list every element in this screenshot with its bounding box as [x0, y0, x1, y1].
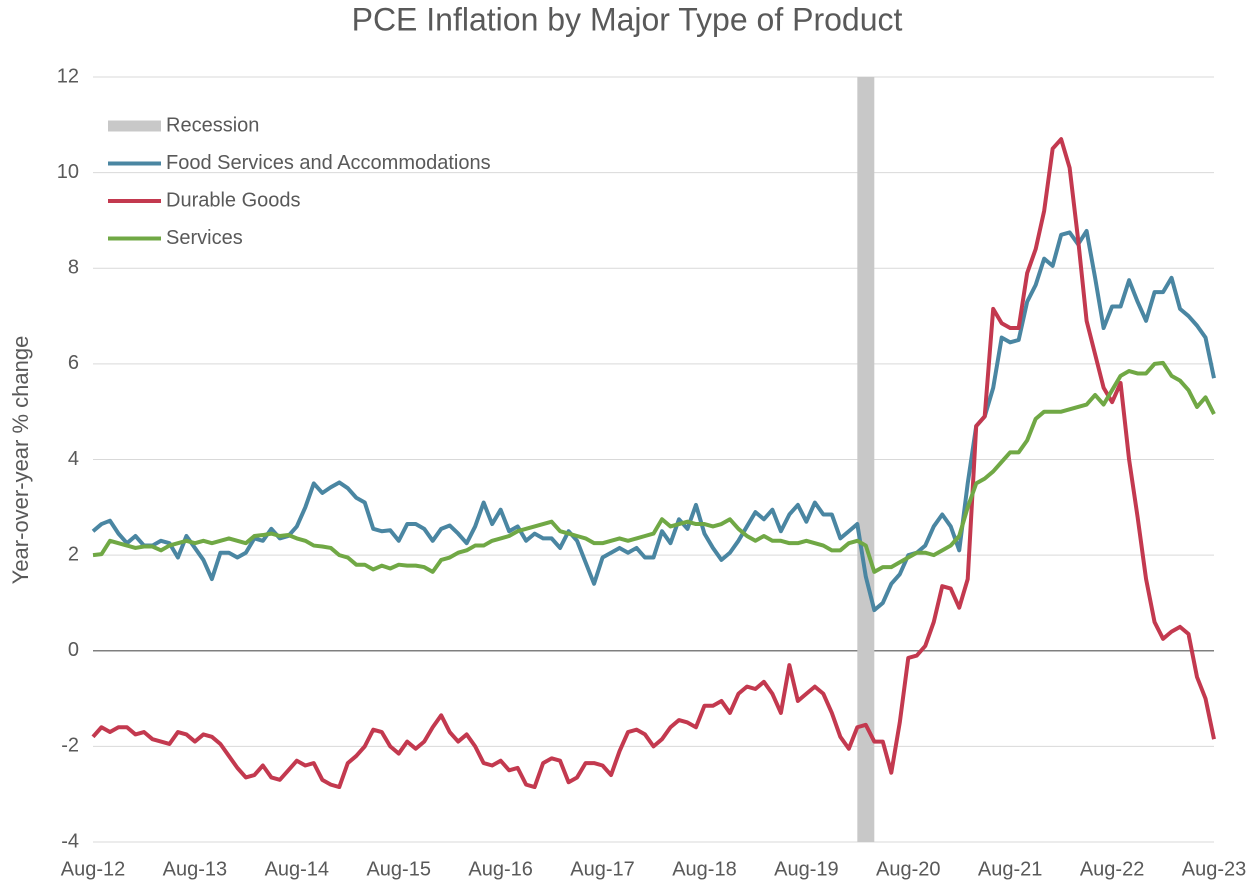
x-tick-label: Aug-19 — [774, 858, 839, 880]
series-line — [91, 228, 1216, 613]
y-tick-label: 6 — [68, 352, 79, 374]
x-tick-label: Aug-12 — [61, 858, 126, 880]
x-tick-label: Aug-18 — [672, 858, 737, 880]
x-tick-label: Aug-14 — [265, 858, 330, 880]
series-line — [91, 137, 1216, 790]
y-tick-label: 10 — [57, 161, 79, 183]
legend-label: Food Services and Accommodations — [166, 152, 491, 174]
y-tick-label: 12 — [57, 65, 79, 87]
legend-label: Durable Goods — [166, 189, 301, 211]
legend-label: Services — [166, 227, 243, 249]
x-tick-label: Aug-23 — [1182, 858, 1247, 880]
y-tick-label: -4 — [61, 830, 79, 852]
legend-label: Recession — [166, 114, 259, 136]
x-tick-label: Aug-17 — [570, 858, 635, 880]
recession-band — [857, 77, 875, 842]
x-tick-label: Aug-20 — [876, 858, 941, 880]
y-tick-label: 8 — [68, 257, 79, 279]
chart-title: PCE Inflation by Major Type of Product — [352, 1, 903, 37]
x-tick-label: Aug-21 — [978, 858, 1043, 880]
y-axis-label: Year-over-year % change — [8, 336, 33, 585]
y-tick-label: 0 — [68, 639, 79, 661]
x-tick-label: Aug-13 — [163, 858, 228, 880]
series-line — [92, 360, 1216, 574]
x-tick-label: Aug-22 — [1080, 858, 1145, 880]
y-tick-label: -2 — [61, 735, 79, 757]
y-tick-label: 2 — [68, 543, 79, 565]
x-tick-label: Aug-15 — [366, 858, 431, 880]
y-tick-label: 4 — [68, 448, 79, 470]
x-tick-label: Aug-16 — [468, 858, 533, 880]
